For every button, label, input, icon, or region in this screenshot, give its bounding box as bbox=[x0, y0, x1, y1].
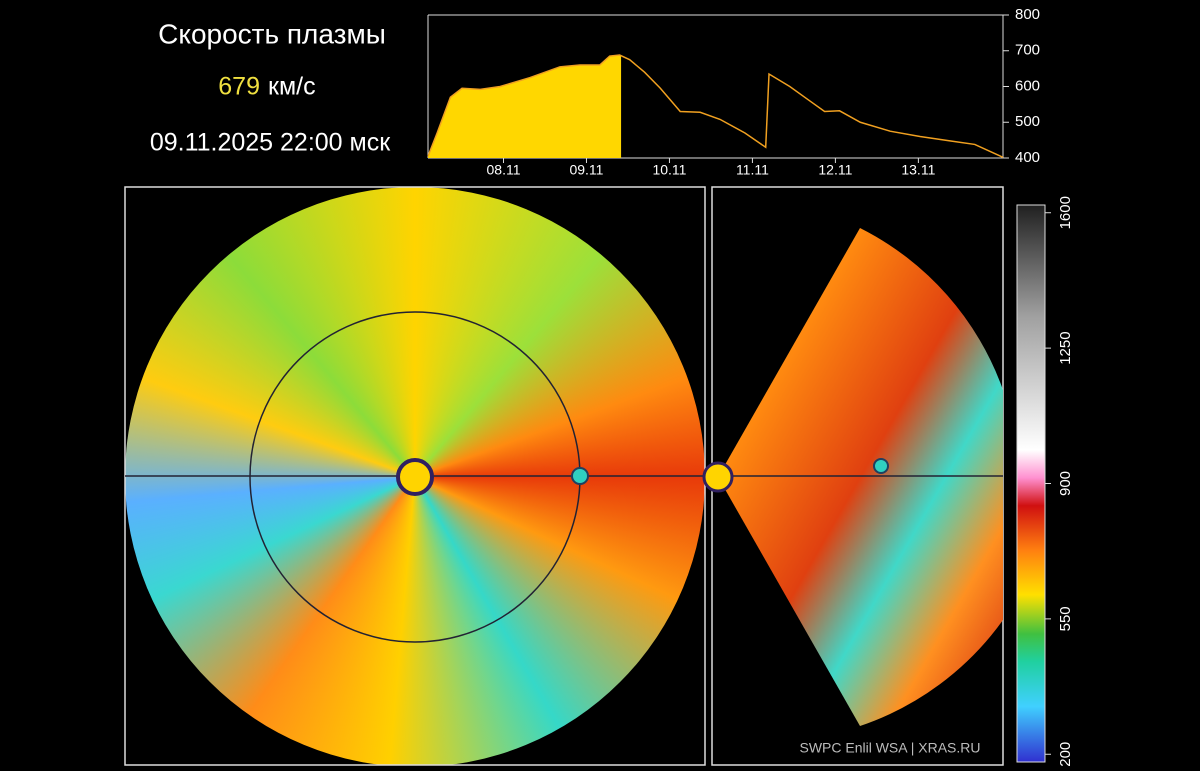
colorbar-label: 900 bbox=[1057, 471, 1074, 496]
y-tick-label: 500 bbox=[1015, 113, 1040, 130]
y-tick-label: 600 bbox=[1015, 77, 1040, 94]
y-tick-label: 800 bbox=[1015, 6, 1040, 23]
timestamp: 09.11.2025 22:00 мск bbox=[150, 129, 391, 157]
earth bbox=[873, 458, 889, 474]
sun bbox=[702, 461, 734, 493]
earth bbox=[571, 467, 589, 485]
speed-unit: км/с bbox=[268, 73, 316, 101]
x-tick-label: 11.11 bbox=[736, 162, 769, 178]
x-tick-label: 09.11 bbox=[569, 162, 603, 178]
colorbar-label: 200 bbox=[1057, 742, 1074, 767]
colorbar-label: 1600 bbox=[1057, 196, 1074, 229]
speed-value: 679 bbox=[218, 73, 260, 101]
meridian-map bbox=[718, 228, 1003, 726]
y-tick-label: 700 bbox=[1015, 42, 1040, 59]
x-tick-label: 12.11 bbox=[818, 162, 852, 178]
colorbar-label: 550 bbox=[1057, 606, 1074, 631]
title: Скорость плазмы bbox=[158, 18, 386, 49]
colorbar bbox=[1016, 204, 1046, 763]
sun bbox=[396, 458, 434, 496]
observed-area bbox=[428, 55, 622, 158]
credit: SWPC Enlil WSA | XRAS.RU bbox=[799, 740, 980, 756]
x-tick-label: 10.11 bbox=[652, 162, 686, 178]
colorbar-label: 1250 bbox=[1057, 331, 1074, 364]
x-tick-label: 08.11 bbox=[487, 162, 521, 178]
y-tick-label: 400 bbox=[1015, 149, 1040, 166]
x-tick-label: 13.11 bbox=[901, 162, 935, 178]
speed-line bbox=[427, 54, 1004, 158]
